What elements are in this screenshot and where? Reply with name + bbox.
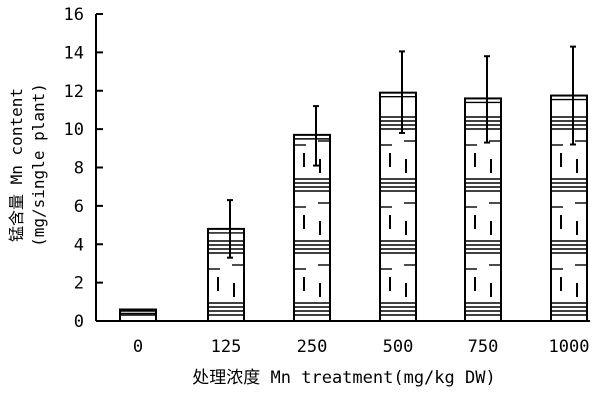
error-bar (313, 105, 319, 167)
y-tick-label: 16 (64, 5, 84, 25)
bar-outline (550, 94, 588, 322)
bar-outline (207, 227, 245, 322)
y-axis-label-line-1: 锰含量 Mn content (7, 88, 26, 242)
bar (550, 94, 588, 322)
plot-area: 0 2 4 6 8 10 12 14 16 0 125 250 500 750 1000 (64, 5, 590, 357)
y-tick-label: 2 (74, 274, 84, 294)
bar (293, 133, 331, 322)
bar (379, 91, 417, 322)
error-bar (484, 55, 490, 144)
x-tick-label: 250 (297, 337, 328, 357)
bar-outline (293, 133, 331, 322)
bar (464, 97, 502, 322)
x-tick-label: 750 (468, 337, 499, 357)
y-tick-label: 6 (74, 197, 84, 217)
bar (207, 227, 245, 322)
y-tick-label: 10 (64, 120, 84, 140)
y-tick-label: 14 (64, 43, 84, 63)
y-axis-label-line-2: (mg/single plant) (29, 83, 48, 247)
error-bar (227, 199, 233, 259)
error-bar (570, 45, 576, 146)
bar-outline (464, 97, 502, 322)
x-tick-label: 500 (383, 337, 414, 357)
error-bar (399, 50, 405, 134)
x-axis-label: 处理浓度 Mn treatment(mg/kg DW) (192, 368, 495, 388)
x-tick-label: 1000 (549, 337, 590, 357)
bar (119, 308, 157, 322)
y-tick-label: 4 (74, 235, 84, 255)
y-tick-label: 8 (74, 159, 84, 179)
x-tick-label: 125 (211, 337, 242, 357)
x-tick-label: 0 (133, 337, 143, 357)
y-tick-label: 0 (74, 312, 84, 332)
y-tick-label: 12 (64, 82, 84, 102)
